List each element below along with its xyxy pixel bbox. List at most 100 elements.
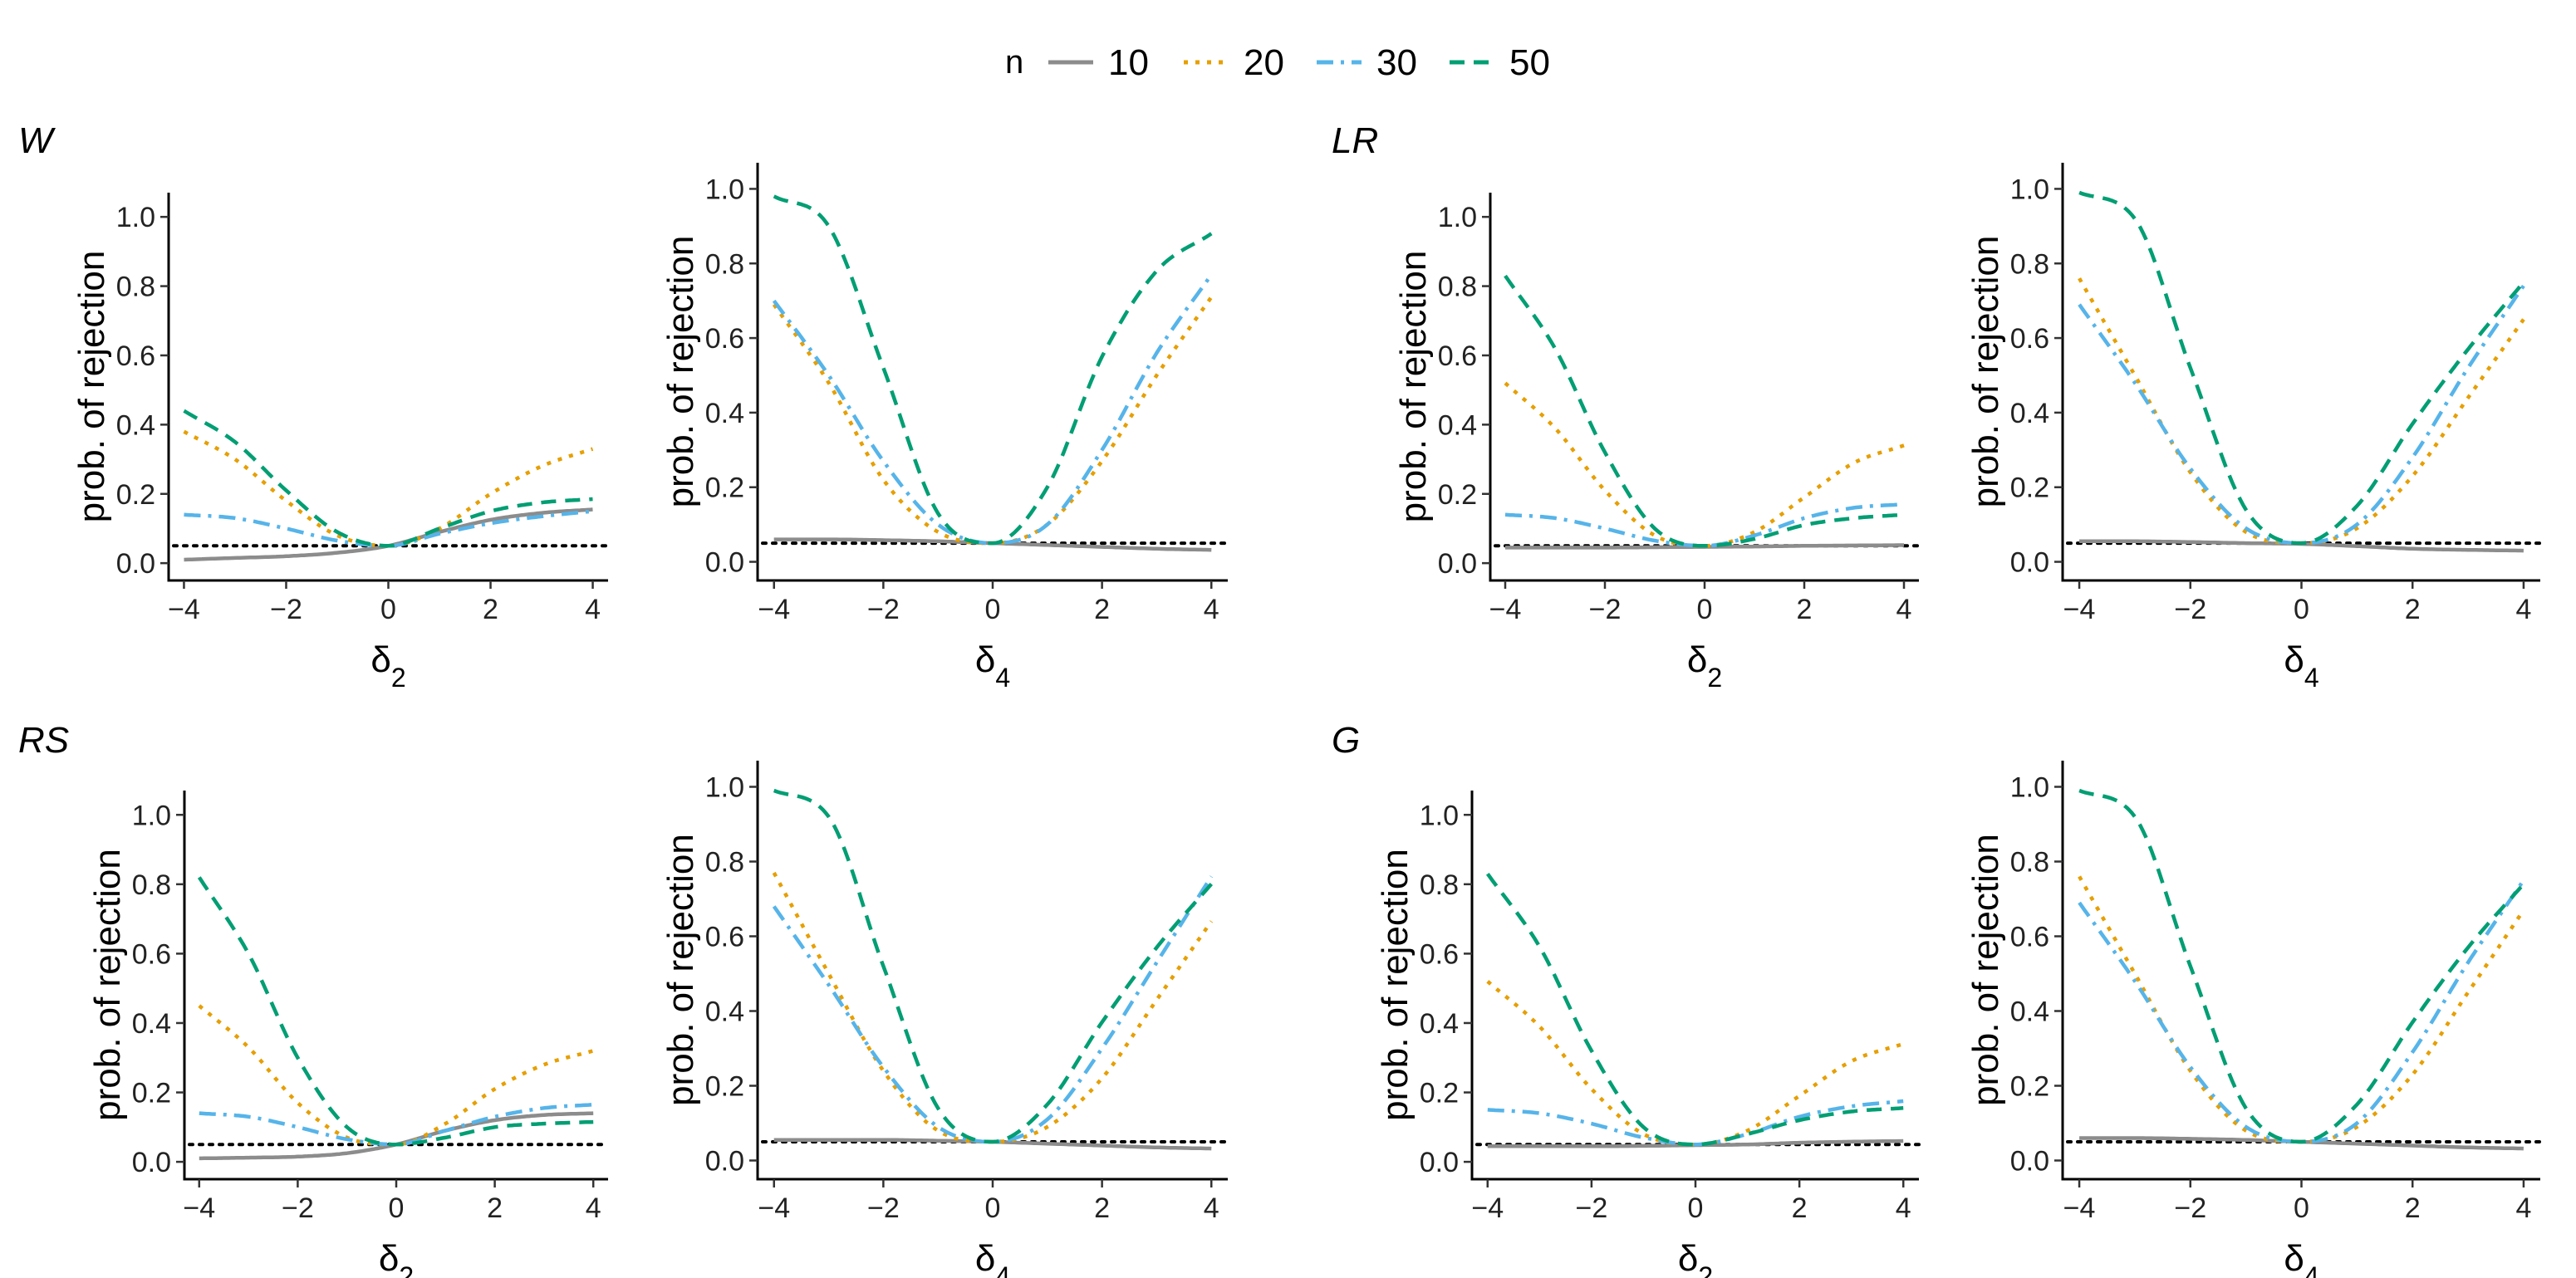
y-tick-label: 0.6 bbox=[116, 340, 155, 372]
x-tick-label: −4 bbox=[2063, 1192, 2096, 1224]
x-tick-label: 0 bbox=[985, 1192, 1001, 1224]
y-tick-label: 0.2 bbox=[116, 479, 155, 511]
series-line-n20 bbox=[772, 871, 1214, 1144]
x-tick-label: 0 bbox=[985, 594, 1001, 625]
legend-label-10: 10 bbox=[1108, 42, 1149, 83]
x-tick-label: 2 bbox=[1797, 594, 1813, 625]
y-tick-label: 0.0 bbox=[1420, 1147, 1459, 1178]
x-axis-title: δ4 bbox=[2284, 1238, 2318, 1278]
x-tick-label: 4 bbox=[1204, 1192, 1219, 1224]
y-tick-label: 0.0 bbox=[2010, 547, 2049, 579]
x-tick-label: −4 bbox=[2063, 594, 2096, 625]
series-line-n20 bbox=[1486, 980, 1904, 1147]
panels: 0.0 0.2 0.4 0.6 0.8 1.0 −4 −2 0 2 4 prob. of reject… bbox=[71, 163, 2542, 1278]
x-tick-label: 2 bbox=[2405, 1192, 2421, 1224]
series-line-n50 bbox=[773, 788, 1213, 1144]
x-tick-label: 4 bbox=[1896, 1192, 1911, 1224]
x-tick-label: 0 bbox=[1697, 594, 1713, 625]
x-tick-label: −4 bbox=[168, 594, 200, 625]
row-label-g: G bbox=[1332, 720, 1360, 761]
y-tick-label: 0.6 bbox=[705, 922, 744, 953]
y-tick-label: 0.0 bbox=[2010, 1146, 2049, 1178]
x-tick-label: −4 bbox=[758, 594, 790, 625]
x-tick-label: 2 bbox=[487, 1192, 503, 1224]
y-axis-title: prob. of rejection bbox=[1375, 849, 1416, 1121]
y-tick-label: 0.8 bbox=[116, 272, 155, 303]
x-tick-label: 2 bbox=[1094, 594, 1110, 625]
y-tick-label: 0.8 bbox=[132, 869, 171, 901]
panel-LR-delta4: 0.0 0.2 0.4 0.6 0.8 1.0 −4 −2 0 2 4 prob. of reject… bbox=[1965, 163, 2542, 693]
y-tick-label: 1.0 bbox=[1438, 202, 1477, 233]
y-tick-label: 0.6 bbox=[2010, 323, 2049, 355]
y-tick-label: 0.6 bbox=[2010, 922, 2049, 953]
x-axis-title: δ4 bbox=[975, 1238, 1010, 1278]
x-tick-label: 0 bbox=[1688, 1192, 1704, 1224]
x-tick-label: −2 bbox=[282, 1192, 314, 1224]
y-axis-title: prob. of rejection bbox=[1393, 251, 1434, 523]
x-tick-label: −4 bbox=[1471, 1192, 1504, 1224]
y-tick-label: 0.4 bbox=[2010, 996, 2049, 1028]
series-line-n30 bbox=[772, 875, 1214, 1144]
y-tick-label: 0.2 bbox=[705, 473, 744, 504]
series-line-n50 bbox=[183, 409, 593, 548]
x-tick-label: −2 bbox=[1589, 594, 1622, 625]
panel-RS-delta2: 0.0 0.2 0.4 0.6 0.8 1.0 −4 −2 0 2 4 prob. of reject… bbox=[87, 791, 610, 1278]
series-line-n20 bbox=[2078, 875, 2525, 1144]
x-axis-title: δ2 bbox=[370, 639, 405, 693]
x-tick-label: 4 bbox=[2515, 1192, 2531, 1224]
y-tick-label: 0.2 bbox=[132, 1078, 171, 1109]
y-tick-label: 0.0 bbox=[705, 1146, 744, 1178]
legend: n 10 20 30 50 bbox=[1005, 42, 1550, 83]
y-tick-label: 1.0 bbox=[705, 174, 744, 205]
series-line-n50 bbox=[1485, 872, 1904, 1147]
series-line-n50 bbox=[2078, 788, 2525, 1144]
x-tick-label: −4 bbox=[1489, 594, 1522, 625]
y-tick-label: 0.8 bbox=[705, 248, 744, 280]
legend-label-50: 50 bbox=[1509, 42, 1550, 83]
y-tick-label: 1.0 bbox=[1420, 800, 1459, 831]
legend-label-20: 20 bbox=[1244, 42, 1284, 83]
x-tick-label: −2 bbox=[2174, 594, 2206, 625]
y-axis-title: prob. of rejection bbox=[87, 849, 128, 1121]
y-tick-label: 0.4 bbox=[1420, 1008, 1459, 1040]
x-axis-title: δ4 bbox=[2284, 639, 2318, 693]
y-tick-label: 0.0 bbox=[705, 547, 744, 579]
legend-label-30: 30 bbox=[1376, 42, 1417, 83]
x-tick-label: 2 bbox=[1792, 1192, 1808, 1224]
row-label-rs: RS bbox=[18, 720, 69, 761]
row-label-w: W bbox=[18, 120, 56, 161]
y-tick-label: 0.8 bbox=[1438, 272, 1477, 303]
series-line-n50 bbox=[2078, 190, 2525, 546]
y-tick-label: 1.0 bbox=[2010, 174, 2049, 205]
legend-title: n bbox=[1005, 44, 1023, 81]
x-tick-label: 2 bbox=[2405, 594, 2421, 625]
x-tick-label: −2 bbox=[1576, 1192, 1608, 1224]
x-axis-title: δ2 bbox=[1678, 1238, 1713, 1278]
y-tick-label: 0.6 bbox=[705, 323, 744, 355]
y-tick-label: 1.0 bbox=[116, 202, 155, 233]
x-axis-title: δ2 bbox=[379, 1238, 414, 1278]
x-tick-label: −2 bbox=[867, 594, 900, 625]
x-tick-label: 4 bbox=[2515, 594, 2531, 625]
y-tick-label: 0.2 bbox=[705, 1071, 744, 1103]
y-tick-label: 0.0 bbox=[132, 1147, 171, 1178]
y-tick-label: 0.2 bbox=[1438, 479, 1477, 511]
y-tick-label: 0.4 bbox=[116, 409, 155, 441]
y-tick-label: 0.4 bbox=[705, 398, 744, 429]
y-tick-label: 1.0 bbox=[2010, 772, 2049, 804]
y-tick-label: 0.0 bbox=[116, 548, 155, 580]
x-tick-label: −2 bbox=[867, 1192, 900, 1224]
x-axis-title: δ2 bbox=[1687, 639, 1722, 693]
y-axis-title: prob. of rejection bbox=[1965, 834, 2006, 1106]
x-tick-label: 0 bbox=[2294, 594, 2309, 625]
panel-G-delta2: 0.0 0.2 0.4 0.6 0.8 1.0 −4 −2 0 2 4 prob. of reject… bbox=[1375, 791, 1921, 1278]
y-tick-label: 0.8 bbox=[2010, 847, 2049, 879]
series-line-n20 bbox=[772, 296, 1214, 546]
x-tick-label: −2 bbox=[270, 594, 302, 625]
series-line-n20 bbox=[2078, 277, 2525, 546]
y-tick-label: 0.8 bbox=[1420, 869, 1459, 901]
series-line-n20 bbox=[183, 429, 594, 548]
series-line-n30 bbox=[772, 273, 1214, 546]
y-tick-label: 0.6 bbox=[1420, 938, 1459, 970]
y-axis-title: prob. of rejection bbox=[660, 236, 701, 508]
